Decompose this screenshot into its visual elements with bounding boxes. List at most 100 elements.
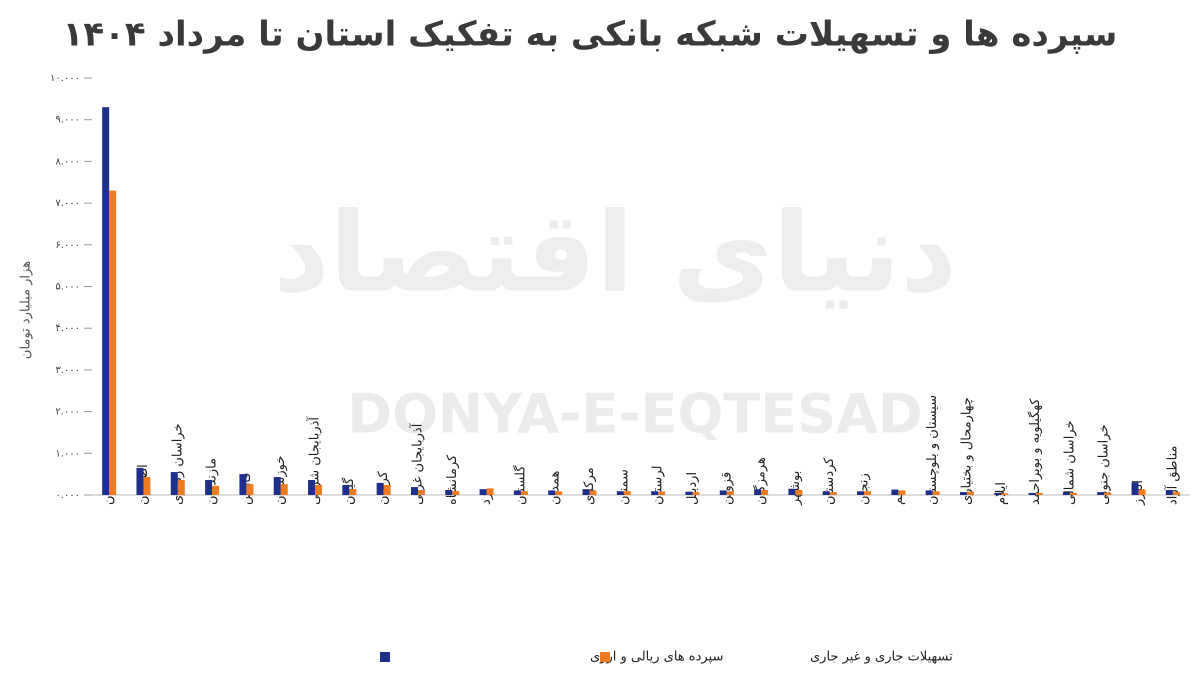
bar: [349, 489, 357, 495]
bar: [589, 490, 597, 495]
bar: [685, 491, 693, 495]
x-tick-label: کهگیلویه و بویراحمد: [1027, 398, 1043, 505]
x-tick-label: هرمزگان: [753, 457, 769, 505]
bar: [788, 488, 796, 495]
y-tick-label: ۹.۰۰۰: [55, 115, 80, 126]
bar: [308, 479, 316, 495]
bar: [445, 489, 453, 495]
bar: [109, 190, 117, 495]
bar: [1001, 493, 1009, 495]
y-tick-label: ۴.۰۰۰: [55, 323, 80, 334]
bar: [1097, 492, 1105, 495]
bar: [1028, 492, 1036, 495]
bar: [383, 484, 391, 495]
x-tick-label: کرمانشاه: [445, 454, 460, 505]
y-tick-label: ۱.۰۰۰: [55, 448, 80, 459]
bar: [376, 482, 384, 495]
bar: [754, 489, 762, 495]
bar: [520, 491, 528, 495]
x-tick-label: سمنان: [616, 469, 631, 505]
x-tick-label: کردستان: [822, 457, 837, 505]
y-tick-label: ۷.۰۰۰: [55, 198, 80, 209]
bar: [417, 489, 425, 495]
bar: [719, 490, 727, 495]
x-tick-label: چهارمحال و بختیاری: [959, 397, 974, 505]
bar: [1172, 492, 1180, 495]
bar: [1069, 492, 1077, 495]
bar: [726, 491, 734, 495]
bar: [342, 484, 350, 495]
bar: [623, 491, 631, 495]
bar: [479, 489, 487, 495]
bar: [555, 491, 563, 495]
bar: [616, 491, 624, 495]
bar: [658, 491, 666, 495]
bar: [273, 477, 281, 495]
y-tick-label: ۸.۰۰۰: [55, 156, 80, 167]
watermark-fa: دنیای اقتصاد: [273, 188, 957, 316]
x-tick-label: قزوین: [719, 472, 734, 505]
bar: [212, 485, 220, 495]
bar: [864, 491, 872, 495]
bar: [177, 479, 185, 495]
bar: [1062, 492, 1070, 495]
chart-title: سپرده ها و تسهیلات شبکه بانکی به تفکیک ا…: [63, 15, 1118, 55]
y-tick-label: ۶.۰۰۰: [55, 240, 80, 251]
x-tick-label: خراسان شمالی: [1062, 420, 1077, 505]
bar: [932, 491, 940, 495]
bar: [795, 489, 803, 495]
x-tick-label: لرستان: [651, 466, 666, 505]
x-tick-label: زنجان: [857, 473, 872, 505]
bar: [692, 492, 700, 495]
bar: [205, 479, 213, 495]
watermark: DONYA-E-EQTESAD: [347, 383, 922, 446]
legend-label: سپرده های ریالی و ارزی: [590, 650, 723, 665]
bar: [925, 490, 933, 495]
bar: [1165, 489, 1173, 495]
legend-swatch: [380, 652, 390, 662]
y-tick-label: ۳.۰۰۰: [55, 365, 80, 376]
x-tick-label: بوشهر: [788, 471, 803, 506]
x-tick-label: آذربایجان غربی: [408, 422, 425, 505]
bar: [994, 492, 1002, 495]
bar: [898, 490, 906, 495]
bar: [1131, 482, 1139, 495]
bar: [486, 488, 494, 495]
x-tick-label: مناطق آزاد: [1163, 446, 1180, 505]
x-tick-label: خراسان جنوبی: [1097, 425, 1112, 505]
bar: [102, 107, 110, 495]
y-tick-label: ۱۰.۰۰۰: [50, 73, 80, 84]
bar: [280, 484, 288, 495]
x-tick-label: همدان: [548, 471, 563, 505]
bar: [136, 467, 144, 495]
bar: [582, 489, 590, 495]
y-axis-title: هزار میلیارد تومان: [19, 261, 34, 359]
bar: [829, 492, 837, 495]
bar: [966, 491, 974, 495]
x-tick-label: سیستان و بلوچستان: [925, 395, 940, 505]
bar: [822, 491, 830, 495]
bar: [651, 491, 659, 495]
bar: [246, 484, 254, 495]
bar: [857, 491, 865, 495]
bar: [315, 484, 323, 495]
bar: [891, 489, 899, 495]
bar: [410, 487, 418, 495]
bar: [1104, 492, 1112, 495]
bar: [143, 477, 151, 495]
y-tick-label: ۰.۰۰۰: [55, 490, 80, 501]
legend-label: تسهیلات جاری و غیر جاری: [810, 650, 953, 665]
x-tick-label: مرکزی: [582, 467, 597, 505]
bar: [1035, 492, 1043, 495]
bar: [959, 492, 967, 495]
legend-swatch: [600, 652, 610, 662]
x-tick-label: گلستان: [512, 465, 528, 505]
bar: [548, 490, 556, 495]
bar: [452, 490, 460, 495]
bar: [170, 472, 178, 495]
x-tick-label: اردبیل: [685, 472, 700, 505]
bar: [761, 489, 769, 495]
bar: [1138, 489, 1146, 495]
bar: [513, 490, 521, 495]
